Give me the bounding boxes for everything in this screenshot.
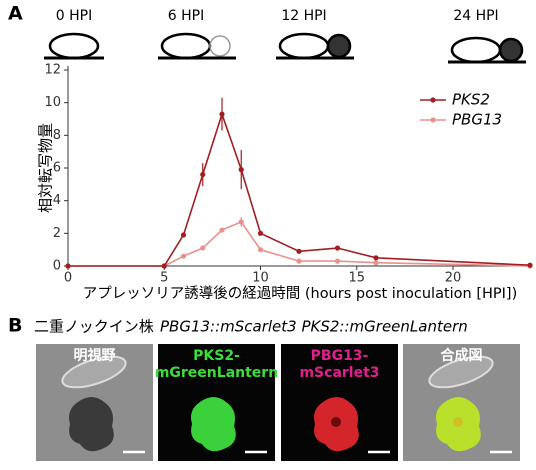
legend-label: PBG13	[452, 111, 502, 129]
panel-b-title: 二重ノックイン株	[34, 318, 154, 336]
data-point	[238, 167, 244, 173]
y-tick-label: 10	[44, 95, 61, 110]
cell	[314, 397, 359, 452]
data-point	[180, 232, 187, 238]
y-tick-label: 4	[53, 193, 61, 208]
data-point	[200, 171, 206, 178]
data-point	[373, 260, 379, 266]
data-point	[527, 262, 533, 268]
x-tick-label: 5	[160, 271, 168, 286]
spot	[453, 417, 463, 427]
data-point	[219, 227, 225, 233]
legend-marker	[430, 117, 436, 123]
micrograph-label: PKS2-	[193, 348, 240, 364]
x-axis-label: アプレッソリア誘導後の経過時間 (hours post inoculation …	[83, 285, 518, 302]
panel-b-title: PBG13::mScarlet3 PKS2::mGreenLantern	[160, 318, 468, 336]
data-point	[296, 258, 302, 264]
data-point	[180, 253, 187, 259]
stage-label: 0 HPI	[56, 8, 92, 24]
x-tick-label: 15	[348, 271, 365, 286]
spot	[331, 417, 341, 427]
data-point	[334, 258, 341, 264]
series-line	[68, 111, 531, 267]
appressorium	[191, 397, 236, 452]
data-point	[65, 263, 71, 269]
y-tick-label: 2	[53, 226, 61, 241]
stage-icons	[44, 32, 526, 64]
y-tick-label: 0	[53, 259, 61, 274]
micrograph-label: mScarlet3	[299, 365, 379, 381]
stage-label: 6 HPI	[168, 8, 204, 24]
panel-label: A	[8, 3, 23, 25]
conidium	[428, 355, 494, 389]
micrograph-label: PBG13-	[311, 348, 369, 364]
data-point	[334, 245, 341, 251]
cell	[428, 355, 494, 452]
legend-marker	[430, 97, 436, 103]
x-tick-label: 0	[64, 271, 72, 286]
panel-label: B	[8, 315, 22, 337]
stage-label: 24 HPI	[453, 8, 498, 24]
micrograph-label: 合成図	[441, 347, 483, 364]
data-point	[200, 245, 206, 251]
cell	[191, 397, 236, 452]
y-axis-label: 相対転写物量	[37, 123, 55, 213]
micrograph-label: 明視野	[74, 347, 116, 364]
data-point	[296, 248, 302, 254]
data-point	[373, 255, 379, 261]
data-point	[219, 111, 225, 117]
conidium	[61, 355, 127, 389]
data-point	[238, 219, 244, 225]
appressorium	[69, 397, 114, 452]
y-tick-label: 8	[53, 128, 61, 143]
cell	[61, 355, 127, 452]
data-point	[161, 263, 167, 269]
x-tick-label: 10	[252, 271, 269, 286]
data-point	[257, 230, 264, 236]
micrograph-label: mGreenLantern	[155, 365, 278, 381]
y-tick-label: 12	[44, 63, 61, 78]
x-tick-label: 20	[445, 271, 462, 286]
data-point	[257, 247, 264, 253]
y-tick-label: 6	[53, 161, 61, 176]
stage-label: 12 HPI	[281, 8, 326, 24]
legend-label: PKS2	[452, 91, 490, 109]
